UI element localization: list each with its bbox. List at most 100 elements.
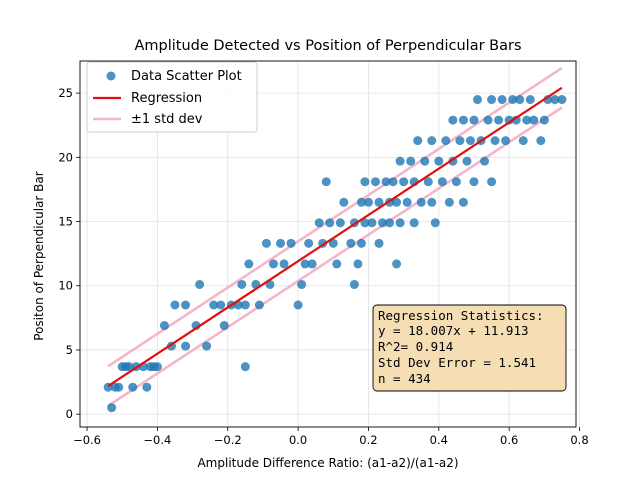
scatter-point <box>202 341 212 351</box>
scatter-point <box>170 300 180 310</box>
scatter-point <box>124 362 134 372</box>
scatter-point <box>427 197 437 207</box>
x-tick-label: −0.4 <box>143 433 171 447</box>
scatter-point <box>494 115 504 125</box>
scatter-point <box>370 177 380 187</box>
scatter-point <box>458 197 468 207</box>
stats-line-header: Regression Statistics: <box>378 308 544 323</box>
scatter-point <box>107 403 117 413</box>
scatter-point <box>216 300 226 310</box>
scatter-point <box>529 115 539 125</box>
axis-ticks: −0.6 −0.4 −0.2 0.0 0.2 0.4 0.6 0.8 0 5 10 15 20 25 <box>58 86 588 447</box>
scatter-point <box>420 156 430 166</box>
scatter-point <box>307 259 317 269</box>
scatter-point <box>240 362 250 372</box>
scatter-point <box>487 177 497 187</box>
plot-frame <box>79 60 577 428</box>
scatter-point <box>413 136 423 146</box>
scatter-point <box>128 382 138 392</box>
stats-line-std-error: Std Dev Error = 1.541 <box>378 355 536 370</box>
scatter-point <box>434 156 444 166</box>
scatter-point <box>321 177 331 187</box>
scatter-point <box>462 156 472 166</box>
stats-box-frame <box>372 304 567 392</box>
scatter-point <box>261 238 271 248</box>
scatter-point <box>339 197 349 207</box>
scatter-point <box>304 238 314 248</box>
scatter-point <box>325 218 335 228</box>
scatter-point <box>395 156 405 166</box>
scatter-point <box>356 197 366 207</box>
scatter-point <box>455 136 465 146</box>
scatter-point <box>483 115 493 125</box>
scatter-point <box>557 95 567 105</box>
scatter-point <box>427 136 437 146</box>
y-tick-label: 5 <box>66 343 73 357</box>
scatter-point <box>490 136 500 146</box>
y-axis-label: Positon of Perpendicular Bar <box>32 171 46 340</box>
regression-line <box>107 86 563 387</box>
x-tick-label: 0.2 <box>359 433 377 447</box>
regression-stats-box: Regression Statistics: y = 18.007x + 11.… <box>372 304 567 392</box>
scatter-point <box>219 321 229 331</box>
legend-scatter-label: Data Scatter Plot <box>131 69 242 84</box>
scatter-point <box>360 177 370 187</box>
scatter-point <box>465 136 475 146</box>
scatter-point <box>469 115 479 125</box>
scatter-point <box>451 177 461 187</box>
scatter-point <box>437 177 447 187</box>
x-tick-label: 0.8 <box>570 433 588 447</box>
y-tick-label: 15 <box>58 215 73 229</box>
x-axis-label: Amplitude Difference Ratio: (a1-a2)/(a1-… <box>197 456 458 470</box>
scatter-point <box>487 95 497 105</box>
scatter-point <box>209 300 219 310</box>
y-tick-label: 25 <box>58 86 73 100</box>
scatter-point <box>293 300 303 310</box>
legend-scatter-marker <box>106 71 116 81</box>
scatter-point <box>508 95 518 105</box>
y-tick-label: 0 <box>66 407 73 421</box>
scatter-point <box>518 136 528 146</box>
scatter-point <box>480 156 490 166</box>
scatter-point <box>473 95 483 105</box>
scatter-point <box>332 259 342 269</box>
scatter-point <box>276 238 286 248</box>
scatter-point <box>152 362 162 372</box>
scatter-point <box>353 259 363 269</box>
scatter-point <box>346 238 356 248</box>
scatter-point <box>328 238 338 248</box>
scatter-point <box>497 95 507 105</box>
scatter-point <box>268 259 278 269</box>
stats-line-r2: R^2= 0.914 <box>378 339 453 354</box>
x-tick-label: −0.2 <box>214 433 242 447</box>
regression-line-group <box>107 86 563 387</box>
scatter-point <box>254 300 264 310</box>
scatter-point <box>374 238 384 248</box>
scatter-point <box>444 197 454 207</box>
scatter-point <box>181 300 191 310</box>
scatter-point <box>392 197 402 207</box>
scatter-point <box>469 177 479 187</box>
scatter-point <box>244 259 254 269</box>
legend-regression-label: Regression <box>131 91 202 106</box>
scatter-point <box>378 218 388 228</box>
scatter-point <box>297 279 307 289</box>
legend-box <box>86 61 258 133</box>
scatter-point <box>522 115 532 125</box>
y-tick-label: 10 <box>58 279 73 293</box>
scatter-point <box>300 259 310 269</box>
scatter-point <box>195 279 205 289</box>
scatter-point <box>142 382 152 392</box>
x-tick-label: 0.6 <box>500 433 518 447</box>
scatter-point <box>423 177 433 187</box>
scatter-point <box>402 197 412 207</box>
scatter-point <box>335 218 345 228</box>
chart-title: Amplitude Detected vs Position of Perpen… <box>134 38 521 54</box>
scatter-point <box>416 197 426 207</box>
scatter-point <box>314 218 324 228</box>
scatter-point <box>349 279 359 289</box>
scatter-point <box>356 238 366 248</box>
scatter-point <box>237 279 247 289</box>
scatter-point <box>550 95 560 105</box>
